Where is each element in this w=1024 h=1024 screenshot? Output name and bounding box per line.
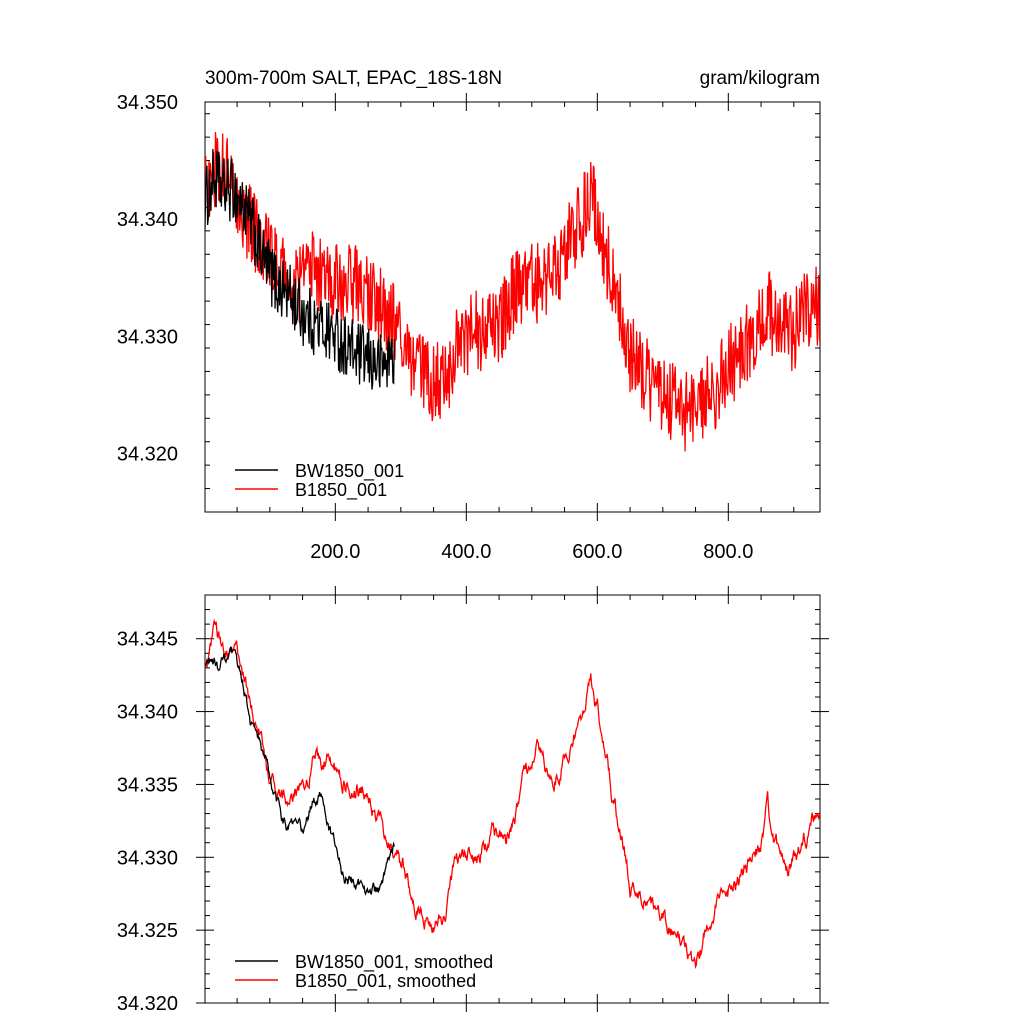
plot-frame [204,101,821,513]
series-line-bw1850-001-smoothed [205,646,395,896]
series-line-bw1850-001 [205,149,395,390]
x-tick-label: 800.0 [703,541,753,563]
y-tick-label: 34.345 [117,629,178,651]
x-tick-label: 400.0 [441,541,491,563]
chart-panel-1: 34.320 34.330 34.340 34.350 200.0 400.0 600.0 8… [117,68,821,563]
y-tick-label: 34.335 [117,774,178,796]
y-tick-label: 34.350 [117,92,178,114]
y-tick-label: 34.320 [117,993,178,1015]
y-tick-label: 34.340 [117,209,178,231]
series-line-b1850-001 [205,131,820,452]
legend-label: BW1850_001 [295,461,404,482]
y-tick-label: 34.330 [117,847,178,869]
x-tick-label: 600.0 [572,541,622,563]
y-tick-label: 34.325 [117,920,178,942]
chart-panel-2: 34.320 34.325 34.330 34.335 34.340 34.345 BW18… [117,586,829,1015]
series-line-b1850-001-smoothed [205,618,820,970]
y-tick-label: 34.320 [117,443,178,465]
legend-label: B1850_001, smoothed [295,971,476,992]
chart-title: 300m-700m SALT, EPAC_18S-18N [205,68,502,89]
y-tick-label: 34.330 [117,326,178,348]
plot-frame [204,594,821,1004]
y-tick-label: 34.340 [117,702,178,724]
x-tick-label: 200.0 [310,541,360,563]
units-label: gram/kilogram [700,68,820,89]
legend-label: B1850_001 [295,480,387,501]
legend-label: BW1850_001, smoothed [295,952,493,973]
